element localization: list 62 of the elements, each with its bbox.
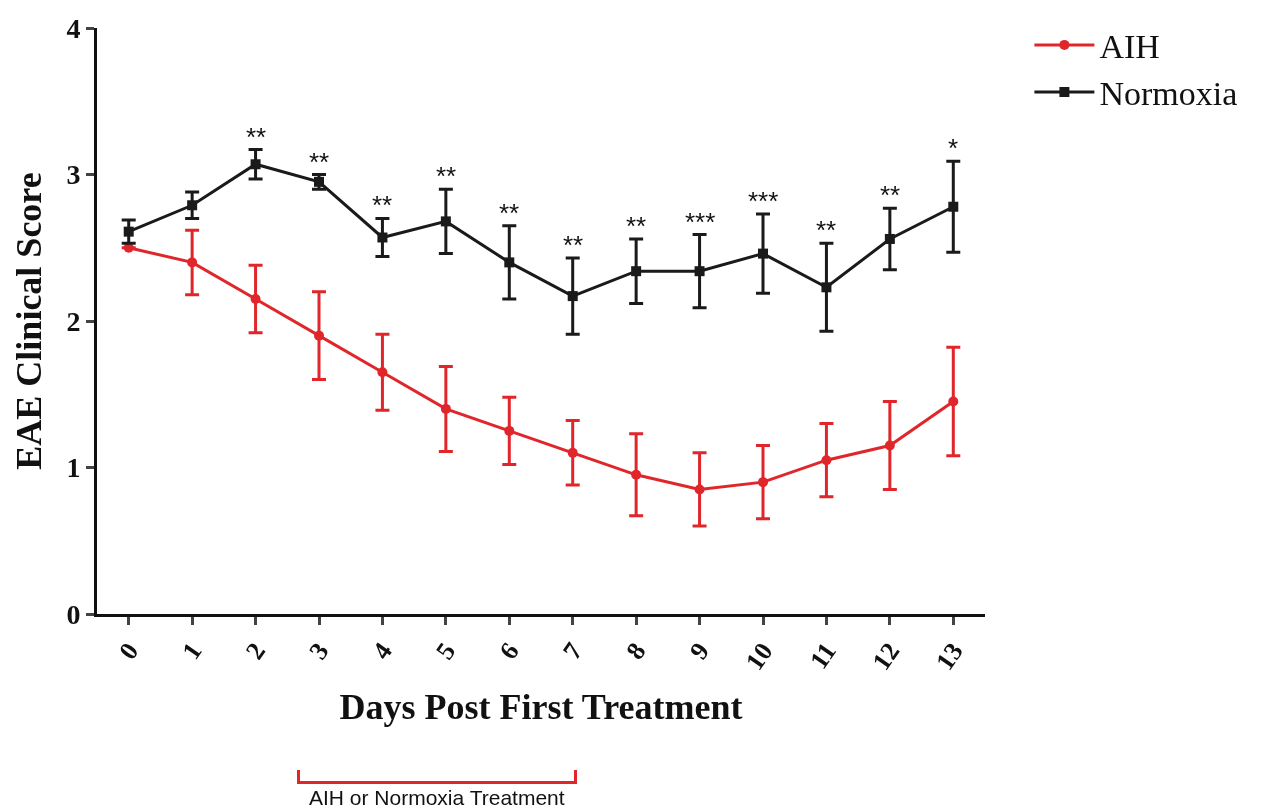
y-axis-title: EAE Clinical Score xyxy=(9,172,50,470)
x-tick-label: 3 xyxy=(303,637,335,665)
y-tick-label: 0 xyxy=(66,598,81,630)
point xyxy=(567,447,578,458)
annotation: *** xyxy=(685,207,716,237)
point xyxy=(758,248,768,259)
x-tick-label: 7 xyxy=(557,637,589,665)
point xyxy=(694,484,705,495)
annotation: *** xyxy=(748,186,779,216)
y-tick-label: 4 xyxy=(66,12,81,44)
y-tick-label: 3 xyxy=(66,159,81,191)
annotation: ** xyxy=(499,198,520,228)
y-tick-label: 2 xyxy=(66,305,81,337)
point xyxy=(187,257,198,268)
x-tick-label: 0 xyxy=(113,637,145,665)
annotation: ** xyxy=(372,190,393,220)
x-axis-title: Days Post First Treatment xyxy=(339,687,743,728)
x-tick-label: 1 xyxy=(176,637,208,665)
point xyxy=(440,216,451,227)
annotation: ** xyxy=(309,147,330,177)
x-tick-label: 13 xyxy=(930,637,969,676)
x-tick-label: 9 xyxy=(683,637,716,665)
point xyxy=(377,367,388,378)
annotation: * xyxy=(948,133,959,163)
point xyxy=(440,403,451,414)
point xyxy=(377,232,388,243)
point xyxy=(250,294,261,305)
x-tick-label: 5 xyxy=(430,637,462,665)
point xyxy=(504,257,515,268)
point xyxy=(504,425,515,436)
x-tick-label: 6 xyxy=(493,637,525,665)
point xyxy=(250,159,261,170)
point xyxy=(758,477,768,488)
annotation: ** xyxy=(436,161,457,191)
point xyxy=(187,200,198,211)
point xyxy=(314,330,324,341)
point xyxy=(567,291,578,302)
annotation: ** xyxy=(626,211,647,241)
x-tick-label: 11 xyxy=(804,637,842,675)
text: AIH or Normoxia Treatment xyxy=(309,786,565,809)
x-tick-label: 10 xyxy=(739,637,779,676)
point xyxy=(821,282,832,293)
point xyxy=(948,201,959,212)
x-tick-label: 2 xyxy=(239,637,272,665)
point xyxy=(884,233,895,244)
annotation: ** xyxy=(246,122,267,152)
x-tick-label: 4 xyxy=(366,637,398,665)
point xyxy=(631,266,642,277)
point xyxy=(821,455,832,466)
point xyxy=(948,396,959,407)
x-tick-label: 12 xyxy=(866,637,906,676)
annotation: ** xyxy=(816,215,837,245)
point xyxy=(123,226,134,237)
x-tick-label: 8 xyxy=(620,637,652,665)
legend-label: AIH xyxy=(1099,28,1160,66)
legend-label: Normoxia xyxy=(1099,75,1238,113)
point xyxy=(694,266,705,277)
annotation: ** xyxy=(880,180,901,210)
y-tick-label: 1 xyxy=(66,452,81,484)
annotation: ** xyxy=(563,230,584,260)
point xyxy=(631,469,642,480)
point xyxy=(884,440,895,451)
